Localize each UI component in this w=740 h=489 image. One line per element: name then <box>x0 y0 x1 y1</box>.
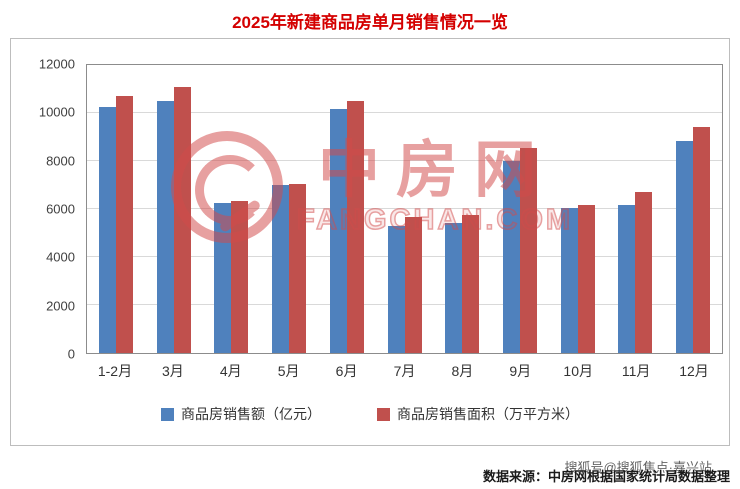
bars <box>87 65 722 353</box>
y-axis-tick-label: 8000 <box>46 153 75 169</box>
x-axis-category-label: 8月 <box>451 363 474 379</box>
plot-area <box>86 64 723 354</box>
bar-sales-area <box>462 215 480 353</box>
sohu-watermark-text: 搜狐号@搜狐焦点·嘉兴站 <box>564 460 712 475</box>
bar-chart: 0 2000 4000 6000 8000 10000 12000 1-2月 3月 4月 5月 6月… <box>10 38 730 446</box>
y-axis: 0 2000 4000 6000 8000 10000 12000 <box>11 58 81 361</box>
bar-group <box>549 65 607 353</box>
bar-group <box>664 65 722 353</box>
legend-label: 商品房销售面积（万平方米） <box>397 406 579 422</box>
bar-sales-area <box>173 86 191 353</box>
legend-swatch-sales-amount <box>161 407 174 421</box>
bar-group <box>318 65 376 353</box>
bar-sales-area <box>520 147 537 353</box>
bar-sales-amount <box>618 205 636 353</box>
y-axis-tick-label: 12000 <box>38 56 75 72</box>
x-axis-category-label: 9月 <box>509 363 532 379</box>
bar-sales-area <box>346 101 364 353</box>
bar-sales-amount <box>329 109 347 353</box>
gridline <box>87 112 722 113</box>
bar-sales-amount <box>387 225 405 353</box>
x-axis: 1-2月 3月 4月 5月 6月 7月 8月 9月 10月 11月 12月 <box>86 361 723 381</box>
x-axis-category-label: 7月 <box>393 363 416 379</box>
bar-sales-area <box>693 127 711 353</box>
bar-sales-amount <box>503 161 520 353</box>
gridline <box>87 160 722 161</box>
y-axis-tick-label: 6000 <box>46 201 75 217</box>
bar-group <box>491 65 549 353</box>
x-axis-category-label: 10月 <box>563 363 593 379</box>
bar-sales-area <box>577 205 595 353</box>
y-axis-tick-label: 2000 <box>46 298 75 314</box>
legend-label: 商品房销售额（亿元） <box>181 406 321 422</box>
y-axis-tick-label: 0 <box>67 346 75 362</box>
bar-sales-amount <box>560 207 578 353</box>
bar-sales-amount <box>676 140 694 353</box>
bar-group <box>145 65 203 353</box>
x-axis-category-label: 11月 <box>621 363 651 379</box>
x-axis-category-label: 4月 <box>219 363 242 379</box>
x-axis-category-label: 5月 <box>277 363 300 379</box>
gridline <box>87 208 722 209</box>
x-axis-category-label: 1-2月 <box>97 363 133 379</box>
y-axis-tick-label: 4000 <box>46 249 75 265</box>
x-axis-category-label: 6月 <box>335 363 358 379</box>
page-title: 2025年新建商品房单月销售情况一览 <box>232 13 508 32</box>
bar-sales-area <box>231 200 249 353</box>
chart-legend: 商品房销售额（亿元） 商品房销售面积（万平方米） <box>11 404 729 424</box>
x-axis-category-label: 12月 <box>679 363 709 379</box>
bar-sales-amount <box>445 223 463 353</box>
x-axis-category-label: 3月 <box>161 363 184 379</box>
bar-sales-amount <box>98 107 116 353</box>
bar-sales-amount <box>214 203 232 353</box>
bar-sales-amount <box>156 101 174 353</box>
bar-group <box>607 65 665 353</box>
legend-item-sales-area: 商品房销售面积（万平方米） <box>377 404 579 424</box>
bar-sales-area <box>115 96 133 353</box>
bar-group <box>376 65 434 353</box>
bar-group <box>433 65 491 353</box>
data-source-text: 数据来源：中房网根据国家统计局数据整理 <box>482 469 730 484</box>
bar-sales-area <box>289 183 307 353</box>
bar-sales-area <box>404 217 422 353</box>
bar-group <box>87 65 145 353</box>
bar-sales-area <box>635 192 653 353</box>
legend-item-sales-amount: 商品房销售额（亿元） <box>161 404 321 424</box>
bar-group <box>260 65 318 353</box>
bar-group <box>202 65 260 353</box>
y-axis-tick-label: 10000 <box>38 104 75 120</box>
bar-sales-amount <box>272 185 290 353</box>
legend-swatch-sales-area <box>377 407 390 421</box>
